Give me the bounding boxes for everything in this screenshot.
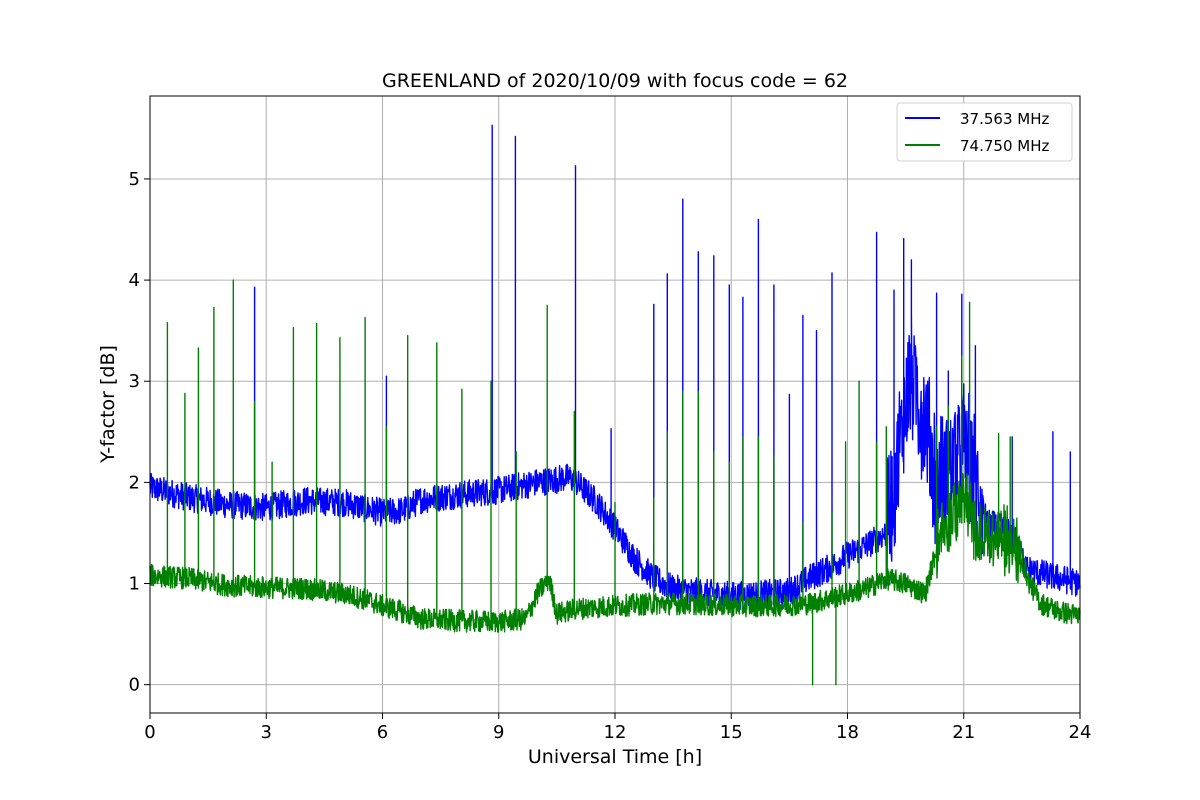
x-tick-label: 9 [493, 722, 504, 743]
x-tick-label: 18 [836, 722, 859, 743]
x-tick-label: 6 [377, 722, 388, 743]
y-tick-label: 0 [129, 675, 140, 696]
series-line-1 [149, 279, 1081, 686]
series-line-0 [149, 124, 1081, 610]
x-tick-label: 24 [1069, 722, 1092, 743]
y-tick-label: 2 [129, 472, 140, 493]
chart-title: GREENLAND of 2020/10/09 with focus code … [382, 70, 848, 92]
legend-label-74mhz: 74.750 MHz [960, 137, 1049, 155]
x-tick-label: 12 [604, 722, 627, 743]
y-tick-label: 3 [129, 371, 140, 392]
series-layer [149, 124, 1081, 686]
x-tick-label: 21 [952, 722, 975, 743]
x-tick-label: 3 [261, 722, 272, 743]
y-tick-label: 4 [129, 270, 140, 291]
legend-box [896, 102, 1073, 162]
legend: 37.563 MHz 74.750 MHz [896, 102, 1073, 162]
x-tick-label: 0 [144, 722, 155, 743]
x-axis-title: Universal Time [h] [528, 746, 702, 768]
y-tick-label: 1 [129, 574, 140, 595]
y-tick-label: 5 [129, 169, 140, 190]
legend-label-37mhz: 37.563 MHz [960, 110, 1049, 128]
x-tick-label: 15 [720, 722, 743, 743]
y-axis-title: Y-factor [dB] [97, 345, 119, 464]
